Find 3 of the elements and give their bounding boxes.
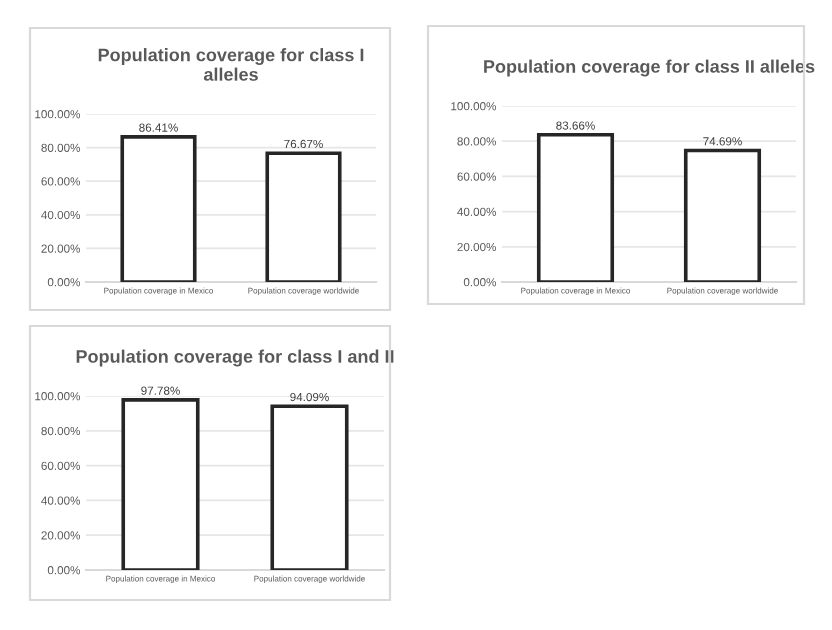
chart-title: Population coverage for class I and II	[76, 349, 394, 367]
chart-title: Population coverage for class I alleles	[98, 48, 364, 81]
chart-title: Population coverage for class II alleles	[484, 59, 815, 77]
